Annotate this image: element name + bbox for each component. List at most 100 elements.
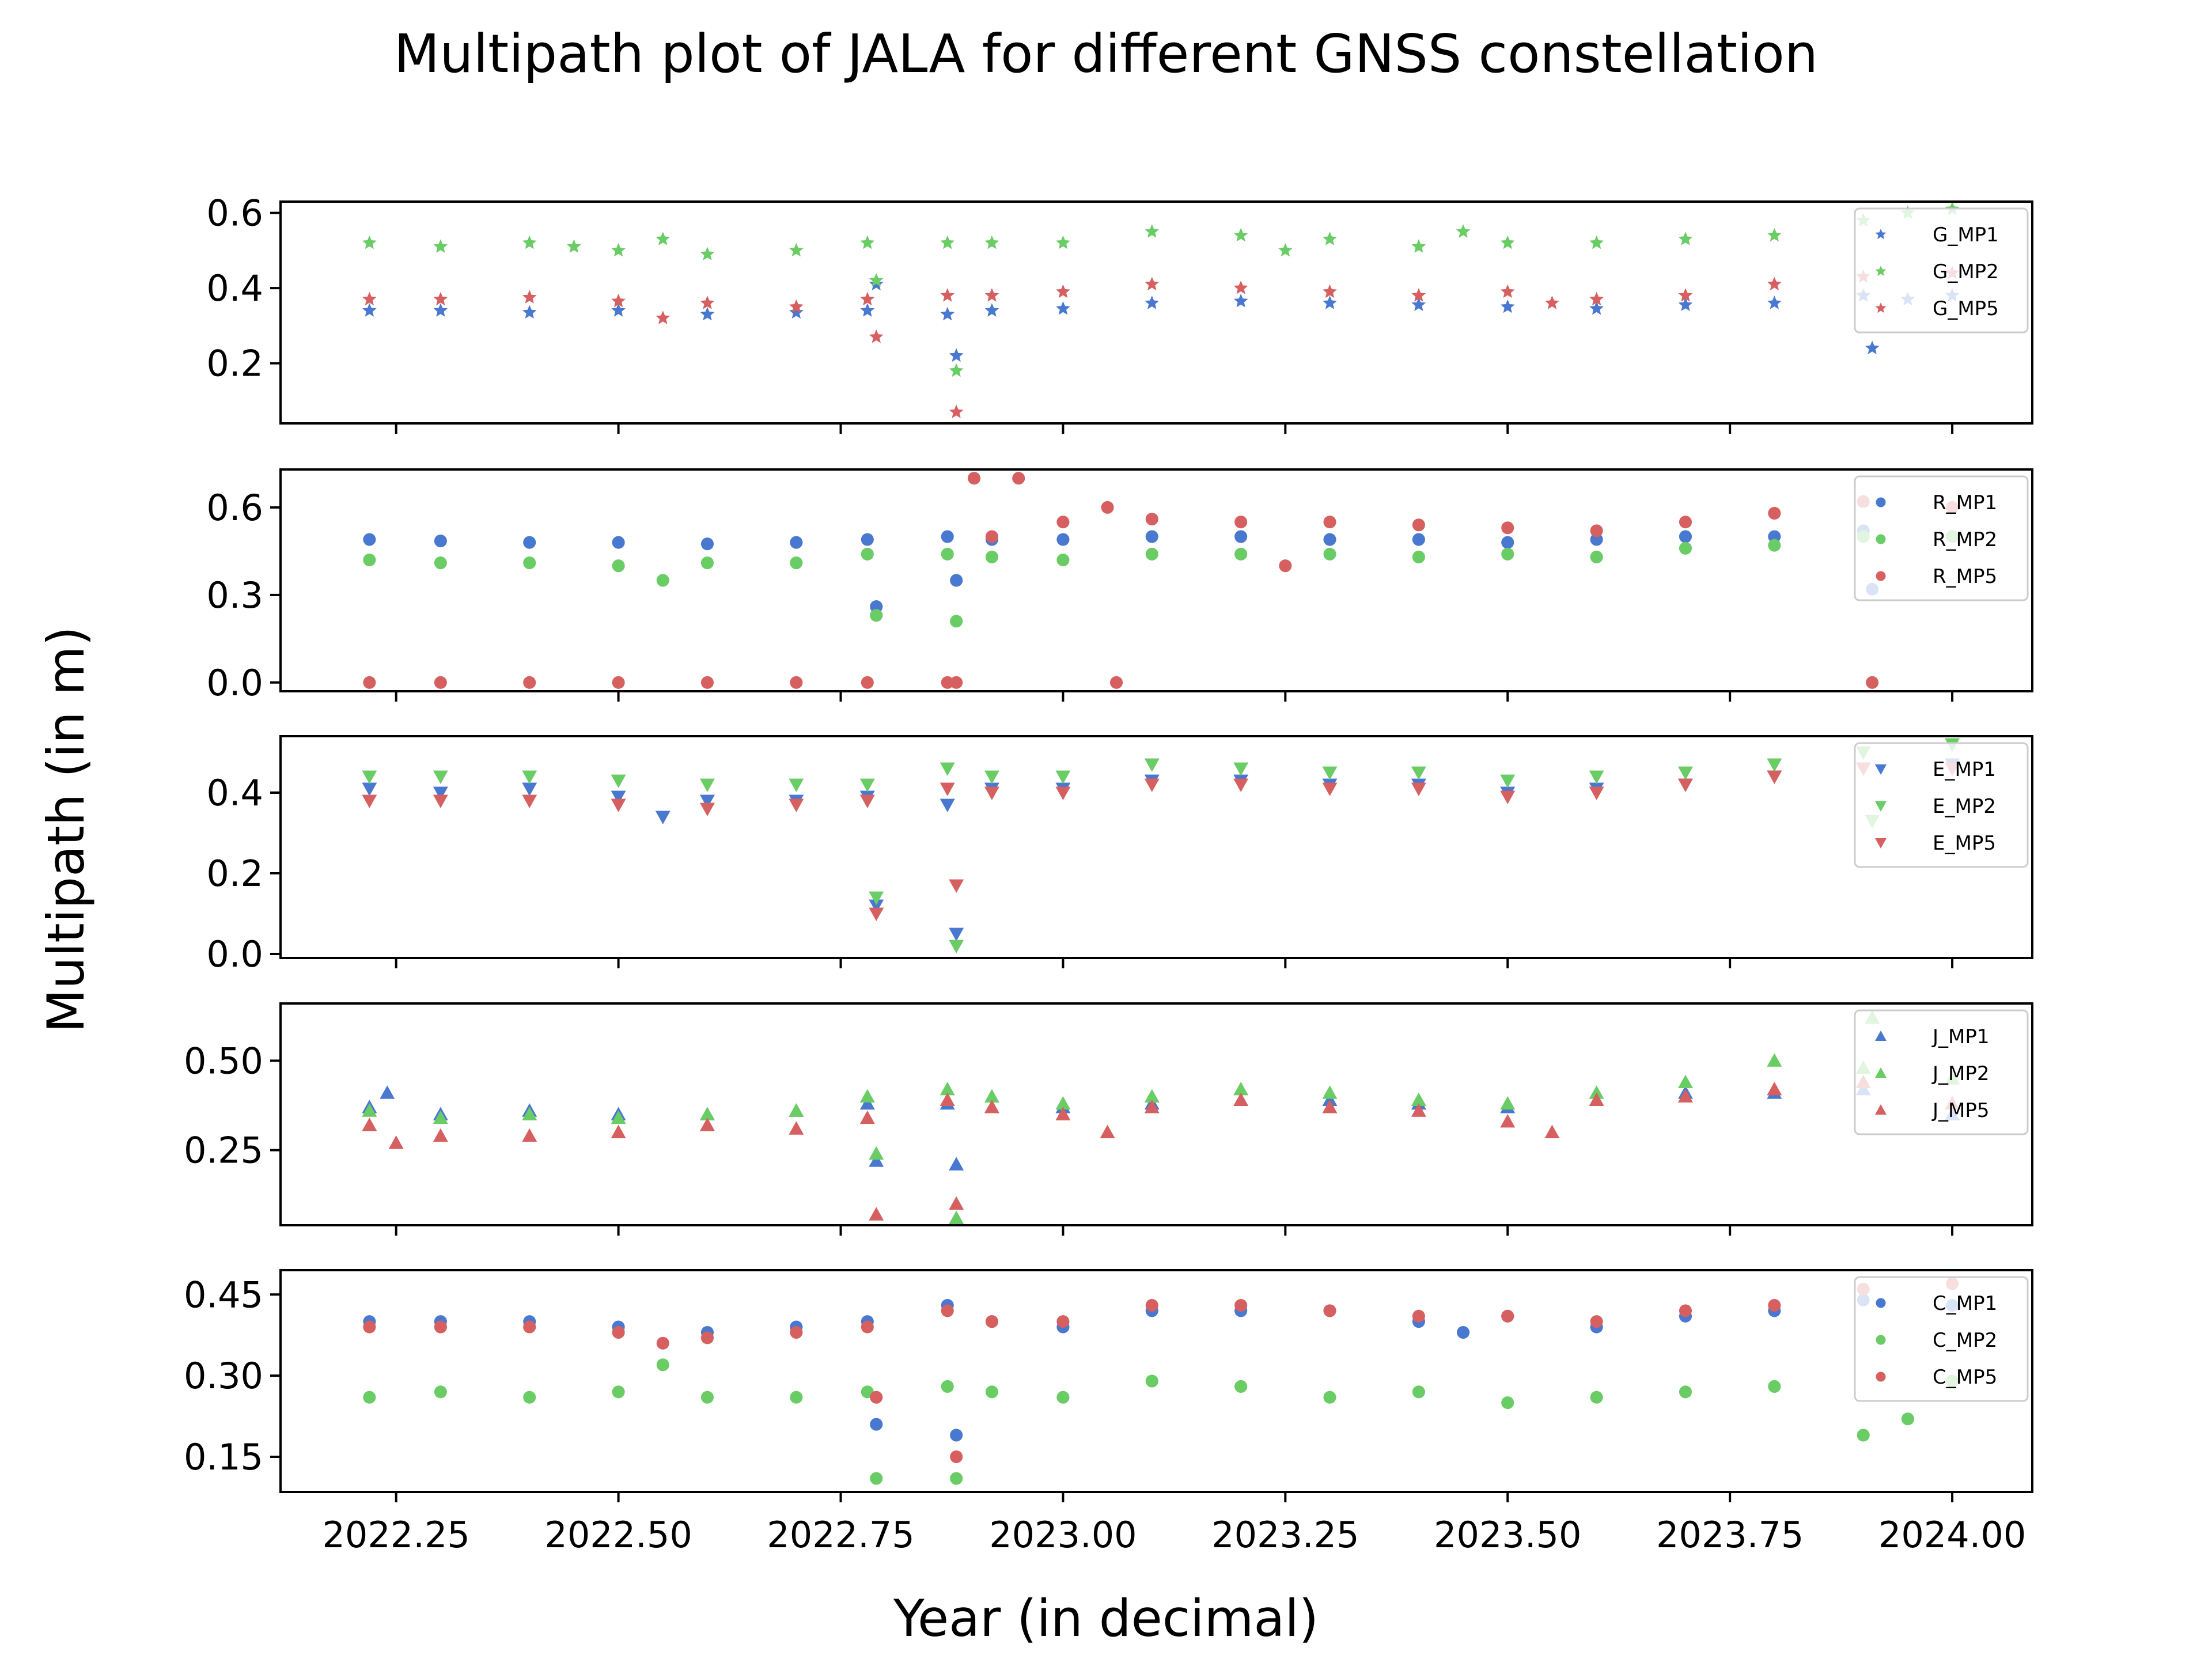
data-point-C_MP2 [1234, 1380, 1248, 1393]
y-tick-label: 0.50 [184, 1040, 263, 1082]
data-point-R_MP1 [523, 536, 536, 549]
data-point-R_MP5 [1109, 676, 1123, 689]
data-point-G_MP5 [1545, 296, 1559, 309]
data-point-R_MP2 [1590, 550, 1603, 564]
data-point-C_MP5 [434, 1320, 447, 1334]
data-point-G_MP2 [1411, 239, 1426, 253]
data-point-G_MP5 [869, 329, 884, 343]
data-point-G_MP5 [1323, 284, 1337, 298]
data-point-J_MP2 [1500, 1096, 1516, 1110]
data-point-R_MP1 [612, 536, 625, 549]
data-point-G_MP5 [656, 310, 671, 324]
data-point-J_MP2 [789, 1103, 804, 1117]
data-point-G_MP2 [1278, 243, 1293, 257]
data-point-E_MP5 [789, 798, 804, 812]
y-tick-label: 0.25 [184, 1130, 263, 1172]
data-point-G_MP5 [1056, 284, 1070, 298]
data-point-R_MP5 [790, 676, 803, 689]
data-point-J_MP5 [949, 1196, 964, 1210]
data-point-J_MP5 [789, 1121, 804, 1135]
data-point-G_MP5 [1589, 291, 1604, 306]
legend-marker-E_MP5 [1875, 838, 1887, 849]
data-point-R_MP1 [1768, 530, 1781, 543]
data-point-J_MP5 [1544, 1124, 1560, 1138]
data-point-R_MP5 [1101, 501, 1114, 514]
legend-J: J_MP1 J_MP2 J_MP5 [1854, 1009, 2029, 1135]
data-point-J_MP2 [1055, 1096, 1071, 1110]
data-point-E_MP5 [1322, 782, 1338, 796]
data-point-G_MP2 [1589, 235, 1604, 249]
y-tick-label: 0.6 [206, 487, 263, 529]
subplot-G-frame [279, 200, 2033, 425]
data-point-R_MP2 [941, 547, 954, 560]
data-point-J_MP2 [940, 1082, 955, 1096]
data-point-E_MP1 [611, 790, 626, 804]
data-point-C_MP5 [861, 1320, 874, 1334]
data-point-R_MP1 [861, 533, 874, 546]
data-point-E_MP5 [362, 794, 377, 808]
data-point-C_MP2 [1501, 1396, 1514, 1410]
data-point-E_MP5 [1677, 778, 1693, 792]
data-point-E_MP2 [362, 770, 377, 784]
data-point-R_MP2 [861, 547, 874, 560]
data-point-E_MP2 [1144, 758, 1160, 772]
data-point-R_MP5 [1866, 676, 1879, 689]
data-point-C_MP2 [1056, 1391, 1070, 1404]
data-point-C_MP1 [950, 1429, 963, 1442]
data-point-J_MP1 [949, 1157, 964, 1171]
data-point-C_MP5 [612, 1325, 625, 1339]
data-point-E_MP5 [611, 798, 626, 812]
data-point-G_MP1 [789, 305, 804, 319]
data-point-G_MP2 [522, 235, 537, 249]
data-point-G_MP1 [984, 303, 999, 317]
legend-C: C_MP1 C_MP2 C_MP5 [1854, 1276, 2029, 1402]
legend-label-R_MP5: R_MP5 [1933, 565, 1997, 588]
data-point-G_MP1 [1323, 296, 1337, 309]
x-axis-label: Year (in decimal) [893, 1589, 1319, 1648]
x-tick-label: 2023.00 [989, 1514, 1137, 1556]
subplot-J: 0.25 0.50 J_MP1 J_MP2 J_MP5 [184, 1002, 2033, 1236]
data-point-J_MP5 [433, 1128, 448, 1142]
data-point-R_MP5 [861, 676, 874, 689]
subplot-C-points [363, 1277, 1959, 1485]
data-point-E_MP5 [1589, 786, 1604, 800]
subplot-G-points [362, 202, 1960, 418]
data-point-J_MP5 [362, 1118, 377, 1131]
data-point-G_MP5 [522, 290, 537, 304]
data-point-G_MP1 [433, 303, 448, 317]
data-point-R_MP1 [1590, 533, 1603, 546]
data-point-R_MP5 [1768, 506, 1781, 520]
data-point-E_MP5 [1233, 778, 1249, 792]
data-point-R_MP5 [941, 676, 954, 689]
subplot-J-frame [279, 1002, 2033, 1226]
data-point-C_MP2 [1768, 1380, 1781, 1393]
data-point-J_MP5 [388, 1135, 404, 1149]
data-point-C_MP5 [870, 1391, 883, 1404]
data-point-E_MP1 [699, 794, 715, 808]
legend-label-J_MP5: J_MP5 [1931, 1099, 1990, 1122]
data-point-R_MP1 [1679, 530, 1692, 543]
data-point-E_MP1 [433, 786, 448, 800]
data-point-R_MP1 [870, 600, 883, 613]
data-point-R_MP5 [968, 472, 981, 485]
data-point-J_MP2 [949, 1210, 964, 1224]
data-point-G_MP2 [433, 239, 448, 253]
subplot-E-points [362, 738, 1960, 953]
data-point-G_MP2 [1678, 232, 1693, 245]
data-point-G_MP2 [362, 235, 377, 249]
data-point-E_MP5 [859, 794, 875, 808]
data-point-G_MP2 [984, 235, 999, 249]
data-point-J_MP2 [1411, 1092, 1426, 1107]
data-point-J_MP1 [869, 1153, 884, 1167]
data-point-C_MP5 [656, 1336, 669, 1350]
legend-G: G_MP1 G_MP2 G_MP5 [1854, 207, 2029, 334]
legend-marker-C_MP2 [1876, 1335, 1886, 1345]
data-point-E_MP5 [1144, 778, 1160, 792]
data-point-J_MP2 [611, 1110, 626, 1124]
subplot-C-frame [279, 1269, 2033, 1493]
data-point-R_MP2 [656, 574, 669, 587]
data-point-E_MP2 [869, 891, 884, 905]
data-point-J_MP1 [380, 1085, 395, 1099]
data-point-E_MP1 [869, 899, 884, 913]
data-point-G_MP5 [1411, 288, 1426, 302]
